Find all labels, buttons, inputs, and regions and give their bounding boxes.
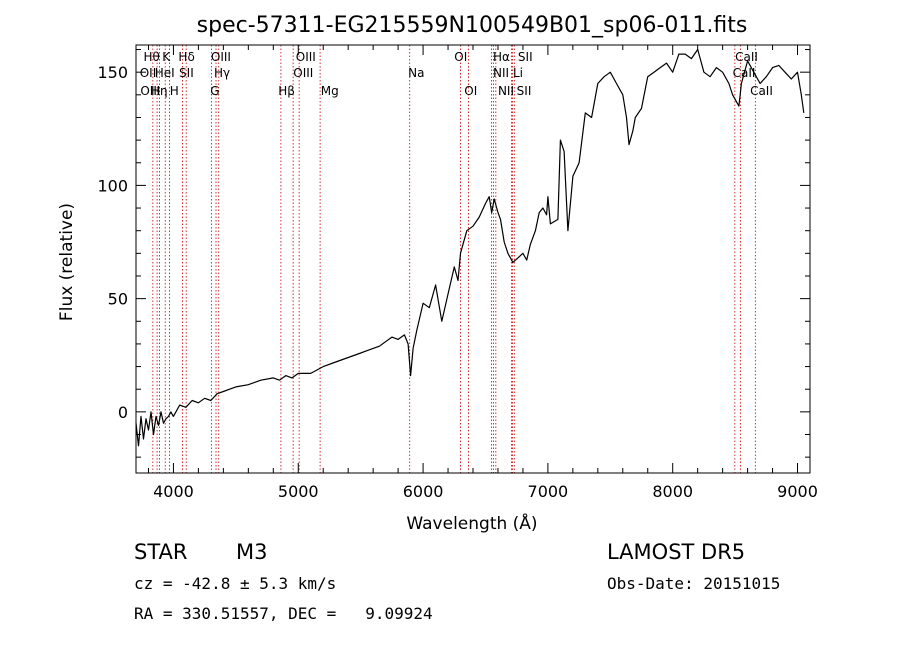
redshift-value: cz = -42.8 ± 5.3 km/s bbox=[134, 574, 337, 593]
x-tick-label: 9000 bbox=[777, 482, 818, 501]
x-axis: 4000 5000 6000 7000 8000 9000 bbox=[147, 45, 818, 501]
line-marker-label: NII bbox=[493, 66, 509, 80]
plot-frame bbox=[135, 44, 811, 474]
y-tick-label: 150 bbox=[97, 63, 128, 82]
line-marker-label: CaII bbox=[735, 50, 758, 64]
line-marker-label: SII bbox=[179, 66, 194, 80]
line-marker-label: HeI bbox=[155, 66, 175, 80]
survey-name: LAMOST DR5 bbox=[607, 540, 746, 564]
line-marker-label: OIII bbox=[296, 50, 316, 64]
line-marker-label: Na bbox=[408, 66, 424, 80]
x-tick-label: 7000 bbox=[528, 482, 569, 501]
y-axis: 0 50 100 150 bbox=[97, 49, 810, 458]
line-marker-label: OI bbox=[464, 84, 477, 98]
line-marker-label: Hη bbox=[151, 84, 168, 98]
sky-coordinates: RA = 330.51557, DEC = 9.09924 bbox=[134, 604, 433, 623]
y-axis-label: Flux (relative) bbox=[57, 203, 77, 321]
y-tick-label: 0 bbox=[118, 403, 128, 422]
x-axis-label: Wavelength (Å) bbox=[406, 512, 537, 534]
y-tick-label: 50 bbox=[108, 290, 128, 309]
line-marker-label: OII bbox=[140, 66, 157, 80]
line-marker-label: Li bbox=[513, 66, 523, 80]
x-tick-label: 4000 bbox=[153, 482, 194, 501]
line-marker-label: CaII bbox=[750, 84, 773, 98]
line-marker-label: G bbox=[210, 84, 219, 98]
line-marker-label: H bbox=[170, 84, 179, 98]
line-marker-label: Hα bbox=[493, 50, 510, 64]
line-marker-label: OI bbox=[454, 50, 467, 64]
line-marker-label: SII bbox=[518, 50, 533, 64]
x-tick-label: 8000 bbox=[652, 482, 693, 501]
line-marker-label: K bbox=[162, 50, 171, 64]
line-marker-label: Hγ bbox=[214, 66, 230, 80]
line-marker-label: Hβ bbox=[278, 84, 295, 98]
spectral-line-markers bbox=[152, 45, 756, 473]
line-marker-label: SII bbox=[517, 84, 532, 98]
object-class: STAR bbox=[134, 540, 188, 564]
y-tick-label: 100 bbox=[97, 176, 128, 195]
line-marker-label: Mg bbox=[321, 84, 339, 98]
object-subclass: M3 bbox=[236, 540, 268, 564]
line-marker-label: Hθ bbox=[143, 50, 159, 64]
line-marker-label: OIII bbox=[140, 84, 160, 98]
x-tick-label: 6000 bbox=[403, 482, 444, 501]
observation-date: Obs-Date: 20151015 bbox=[607, 574, 781, 593]
line-marker-label: OIII bbox=[211, 50, 231, 64]
x-tick-label: 5000 bbox=[278, 482, 319, 501]
line-marker-label: NII bbox=[498, 84, 514, 98]
chart-title: spec-57311-EG215559N100549B01_sp06-011.f… bbox=[197, 13, 748, 38]
line-marker-label: OIII bbox=[293, 66, 313, 80]
line-marker-label: Hδ bbox=[178, 50, 194, 64]
spectrum-series-line bbox=[135, 48, 805, 447]
